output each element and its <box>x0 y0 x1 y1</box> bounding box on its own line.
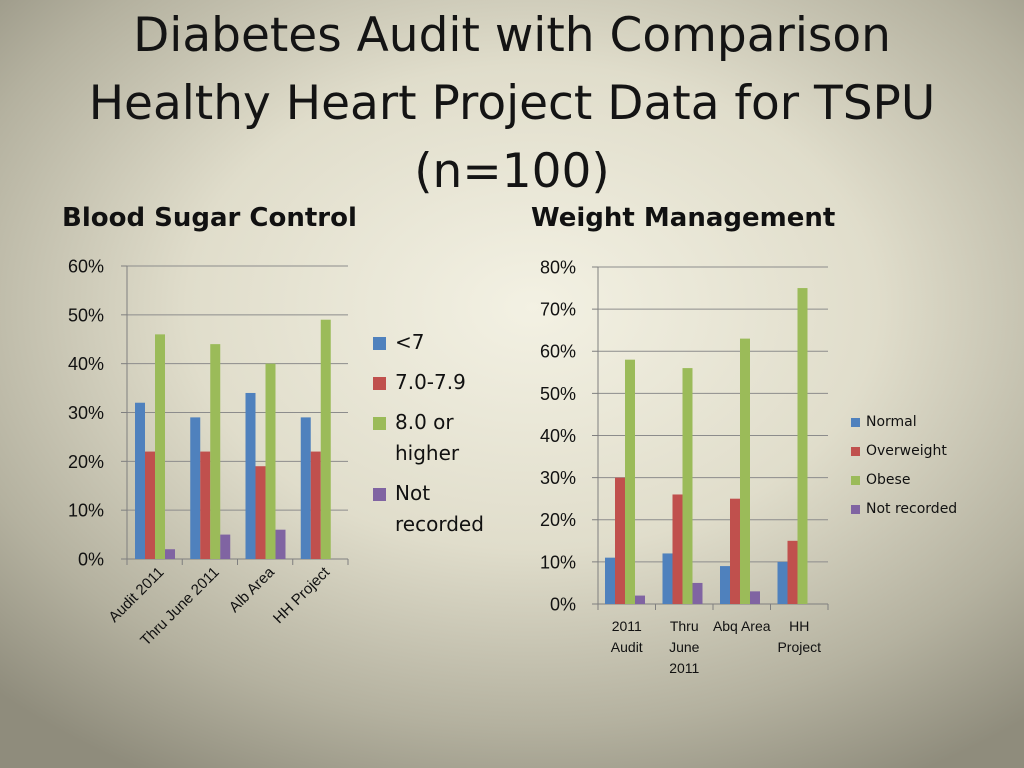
legend-label: Normal <box>866 414 917 430</box>
title-line-3: (n=100) <box>414 144 610 199</box>
legend-swatch-blue <box>373 337 386 350</box>
bar-1-series-2 <box>145 451 155 559</box>
legend-item: 7.0-7.9 <box>373 367 513 398</box>
y-tick-label: 80% <box>540 257 576 277</box>
bar-2-series-3 <box>682 368 693 604</box>
bar-3-series-3 <box>740 338 750 604</box>
weight-management-legend: Normal Overweight Obese Not recorded <box>851 408 1021 524</box>
bar-2-series-2 <box>672 494 683 604</box>
y-tick-label: 30% <box>540 468 576 488</box>
y-tick-label: 70% <box>540 300 576 320</box>
bar-3-series-4 <box>275 529 286 559</box>
x-category-label: June <box>669 639 700 655</box>
x-category-label: Abq Area <box>713 618 771 634</box>
bar-2-series-1 <box>190 417 201 559</box>
x-category-label: Audit <box>611 639 643 655</box>
bar-1-series-4 <box>635 595 645 604</box>
bar-3-series-2 <box>730 498 740 604</box>
legend-label: 8.0 or higher <box>395 410 460 465</box>
bar-4-series-1 <box>300 417 311 559</box>
legend-swatch-blue <box>851 418 860 427</box>
bar-4-series-2 <box>787 540 798 604</box>
y-tick-label: 10% <box>68 501 104 521</box>
x-category-label: HH <box>789 618 809 634</box>
bar-1-series-2 <box>615 477 625 604</box>
x-category-label: 2011 <box>669 660 699 676</box>
bar-1-series-3 <box>155 334 165 559</box>
legend-item: Not recorded <box>851 495 1021 524</box>
y-tick-label: 0% <box>550 594 576 614</box>
bar-3-series-4 <box>750 591 760 604</box>
bar-4-series-2 <box>310 451 321 559</box>
x-category-label: Project <box>777 639 821 655</box>
legend-label: Overweight <box>866 443 947 459</box>
y-tick-label: 40% <box>540 426 576 446</box>
bar-2-series-3 <box>210 344 221 559</box>
legend-swatch-red <box>851 447 860 456</box>
legend-swatch-red <box>373 377 386 390</box>
y-tick-label: 60% <box>540 342 576 362</box>
y-tick-label: 20% <box>540 510 576 530</box>
bar-3-series-1 <box>245 392 256 559</box>
legend-label: 7.0-7.9 <box>395 370 466 394</box>
bar-4-series-3 <box>320 319 331 559</box>
x-category-label: 2011 <box>612 618 642 634</box>
bar-2-series-4 <box>692 582 703 604</box>
bar-1-series-1 <box>135 402 145 559</box>
title-line-1: Diabetes Audit with Comparison <box>133 8 891 63</box>
legend-swatch-purple <box>373 488 386 501</box>
legend-label: <7 <box>395 330 425 354</box>
y-tick-label: 50% <box>540 384 576 404</box>
bar-4-series-1 <box>777 561 788 604</box>
y-tick-label: 50% <box>68 305 104 325</box>
bar-2-series-2 <box>200 451 211 559</box>
title-line-2: Healthy Heart Project Data for TSPU <box>88 76 936 131</box>
weight-management-chart-title: Weight Management <box>531 203 836 233</box>
bar-4-series-3 <box>797 288 808 604</box>
bar-3-series-1 <box>720 566 730 604</box>
bar-3-series-2 <box>255 466 266 559</box>
legend-swatch-green <box>373 417 386 430</box>
legend-swatch-green <box>851 476 860 485</box>
y-tick-label: 10% <box>540 552 576 572</box>
blood-sugar-chart-title: Blood Sugar Control <box>62 203 357 233</box>
y-tick-label: 30% <box>68 403 104 423</box>
legend-item: <7 <box>373 327 513 358</box>
legend-label: Not recorded <box>866 501 958 517</box>
legend-label: Not recorded <box>395 481 484 536</box>
bar-2-series-1 <box>662 553 673 604</box>
legend-item: Not recorded <box>373 478 513 540</box>
slide-title: Diabetes Audit with Comparison Healthy H… <box>0 2 1024 206</box>
y-tick-label: 20% <box>68 452 104 472</box>
legend-label: Obese <box>866 472 911 488</box>
legend-item: Normal <box>851 408 1021 437</box>
bar-1-series-3 <box>625 359 635 604</box>
y-tick-label: 40% <box>68 354 104 374</box>
legend-swatch-purple <box>851 505 860 514</box>
bar-1-series-4 <box>165 549 175 559</box>
bar-1-series-1 <box>605 557 615 604</box>
bar-3-series-3 <box>265 363 276 559</box>
legend-item: 8.0 or higher <box>373 407 513 469</box>
y-tick-label: 60% <box>68 256 104 276</box>
x-category-label: Thru <box>670 618 699 634</box>
y-tick-label: 0% <box>78 549 104 569</box>
bar-2-series-4 <box>220 534 231 559</box>
legend-item: Overweight <box>851 437 1021 466</box>
blood-sugar-legend: <7 7.0-7.9 8.0 or higher Not recorded <box>373 327 513 549</box>
legend-item: Obese <box>851 466 1021 495</box>
